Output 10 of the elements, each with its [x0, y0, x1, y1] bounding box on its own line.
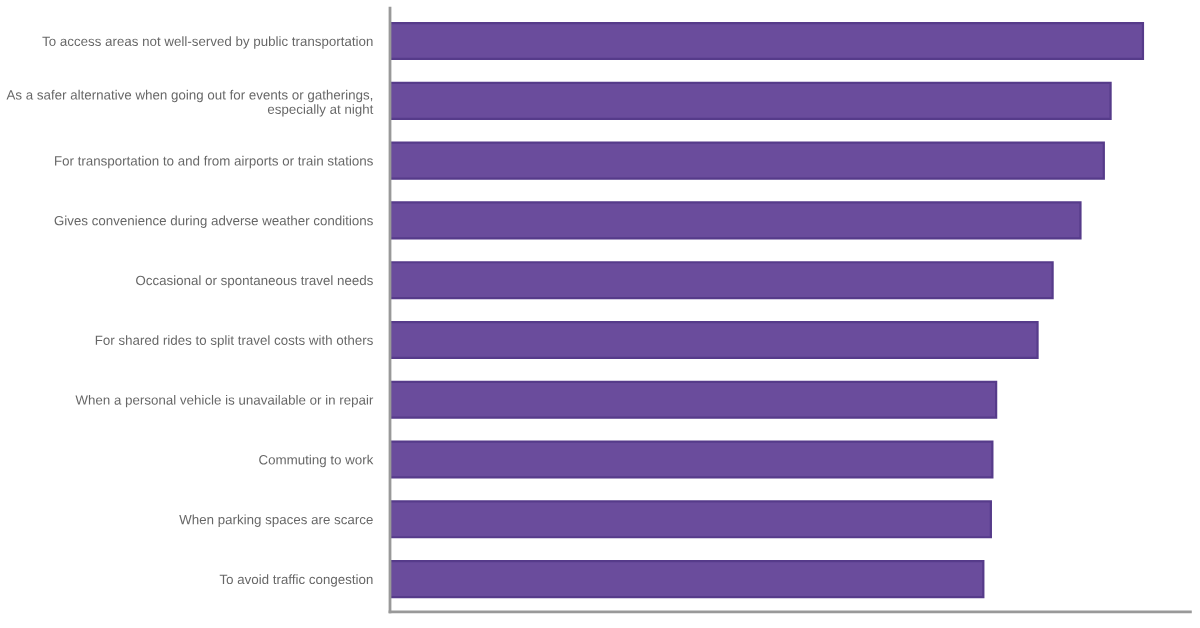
- bar: [390, 261, 1054, 300]
- bar: [390, 320, 1039, 360]
- bar: [390, 201, 1082, 240]
- bar: [390, 440, 994, 479]
- bar: [390, 380, 998, 419]
- bar: [390, 560, 985, 599]
- bar: [390, 141, 1105, 180]
- bar: [390, 500, 992, 539]
- bar: [390, 22, 1145, 61]
- bar: [390, 81, 1112, 120]
